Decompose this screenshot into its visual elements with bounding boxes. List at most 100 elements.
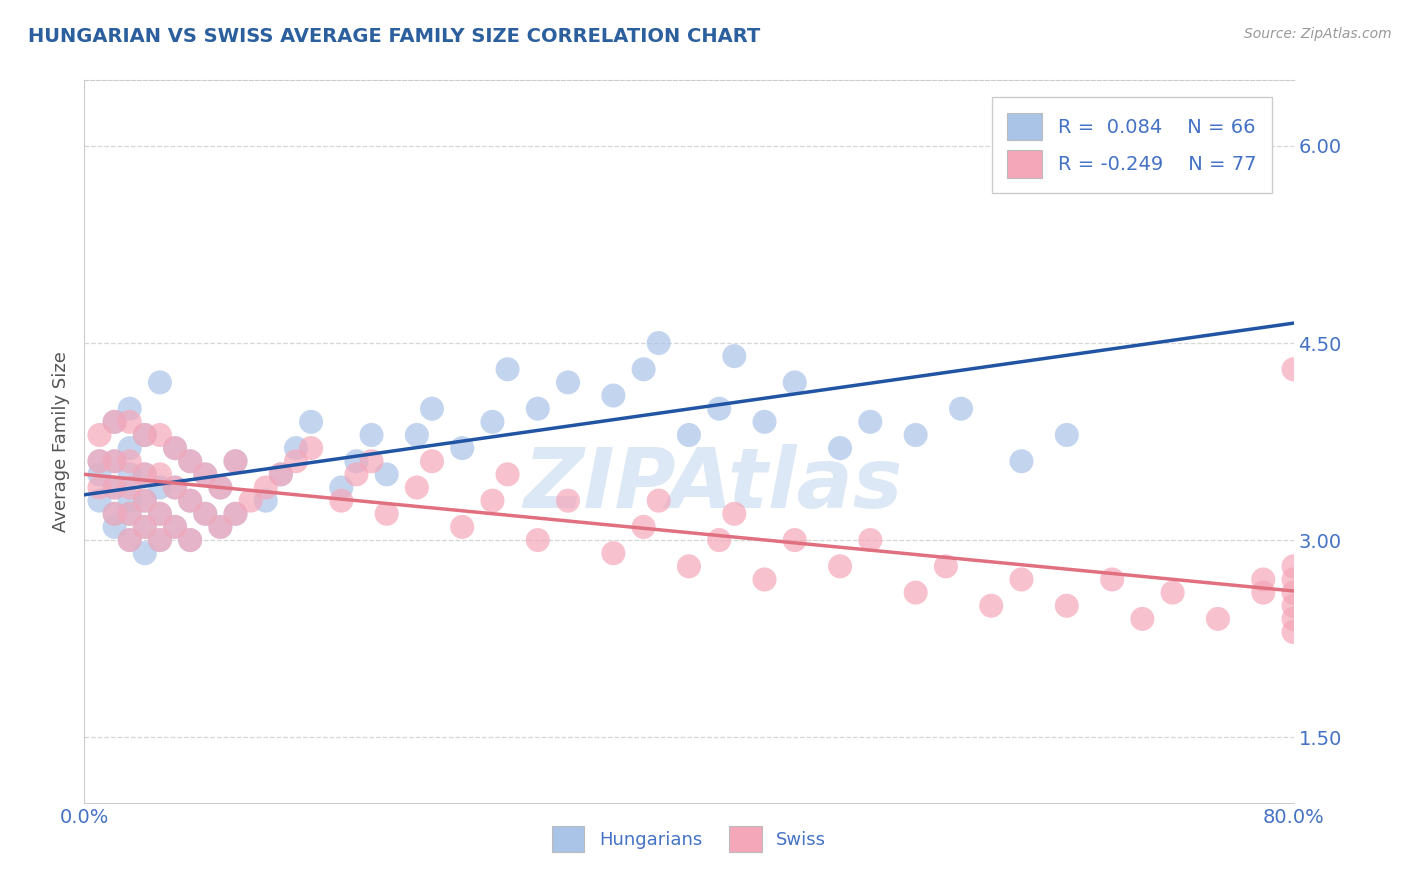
Point <box>104 415 127 429</box>
Point <box>1101 573 1123 587</box>
Point <box>375 507 398 521</box>
Point <box>209 481 232 495</box>
Point <box>1253 573 1275 587</box>
Point <box>709 401 731 416</box>
Point <box>149 467 172 482</box>
Point <box>1011 454 1033 468</box>
Point <box>165 481 187 495</box>
Point <box>783 533 806 547</box>
Point <box>118 454 141 468</box>
Point <box>1282 573 1305 587</box>
Point <box>330 481 353 495</box>
Point <box>406 481 429 495</box>
Legend: Hungarians, Swiss: Hungarians, Swiss <box>544 819 834 859</box>
Point <box>134 520 156 534</box>
Point <box>678 559 700 574</box>
Point <box>1282 612 1305 626</box>
Point <box>104 507 127 521</box>
Point <box>209 520 232 534</box>
Point <box>104 520 127 534</box>
Point <box>179 454 201 468</box>
Point <box>149 481 172 495</box>
Point <box>134 546 156 560</box>
Point <box>270 467 292 482</box>
Point <box>1206 612 1229 626</box>
Point <box>149 376 172 390</box>
Point <box>179 454 201 468</box>
Point <box>496 362 519 376</box>
Point <box>360 454 382 468</box>
Point <box>104 507 127 521</box>
Point <box>118 467 141 482</box>
Point <box>1161 585 1184 599</box>
Point <box>1130 152 1153 166</box>
Point <box>89 454 111 468</box>
Point <box>149 507 172 521</box>
Point <box>165 441 187 455</box>
Point <box>830 441 852 455</box>
Point <box>557 493 579 508</box>
Point <box>149 507 172 521</box>
Point <box>633 520 655 534</box>
Point <box>723 349 745 363</box>
Point <box>1282 599 1305 613</box>
Point <box>104 481 127 495</box>
Point <box>783 376 806 390</box>
Point <box>330 493 353 508</box>
Point <box>118 401 141 416</box>
Point <box>980 599 1002 613</box>
Point <box>285 454 308 468</box>
Point <box>194 507 217 521</box>
Point <box>1011 573 1033 587</box>
Point <box>859 415 882 429</box>
Point <box>1282 559 1305 574</box>
Point <box>89 454 111 468</box>
Point <box>165 520 187 534</box>
Point <box>451 520 474 534</box>
Point <box>481 415 503 429</box>
Point <box>118 533 141 547</box>
Y-axis label: Average Family Size: Average Family Size <box>52 351 70 532</box>
Text: ZIPAtlas: ZIPAtlas <box>523 444 903 525</box>
Point <box>89 467 111 482</box>
Point <box>481 493 503 508</box>
Point <box>225 507 247 521</box>
Point <box>89 428 111 442</box>
Point <box>527 533 550 547</box>
Point <box>225 454 247 468</box>
Point <box>602 388 624 402</box>
Point <box>648 336 671 351</box>
Point <box>1282 625 1305 640</box>
Point <box>254 481 277 495</box>
Point <box>134 493 156 508</box>
Point <box>134 520 156 534</box>
Point <box>104 415 127 429</box>
Point <box>165 481 187 495</box>
Point <box>270 467 292 482</box>
Point <box>179 493 201 508</box>
Point <box>859 533 882 547</box>
Point <box>165 441 187 455</box>
Point <box>134 428 156 442</box>
Point <box>1253 585 1275 599</box>
Point <box>1130 612 1153 626</box>
Point <box>149 533 172 547</box>
Point <box>194 467 217 482</box>
Point <box>299 415 322 429</box>
Point <box>360 428 382 442</box>
Point <box>1282 362 1305 376</box>
Point <box>104 454 127 468</box>
Point <box>118 507 141 521</box>
Point <box>527 401 550 416</box>
Point <box>1282 585 1305 599</box>
Point <box>285 441 308 455</box>
Point <box>723 507 745 521</box>
Point <box>254 493 277 508</box>
Point <box>179 533 201 547</box>
Point <box>420 401 443 416</box>
Point <box>118 493 141 508</box>
Point <box>194 467 217 482</box>
Point <box>134 467 156 482</box>
Point <box>648 493 671 508</box>
Point <box>225 454 247 468</box>
